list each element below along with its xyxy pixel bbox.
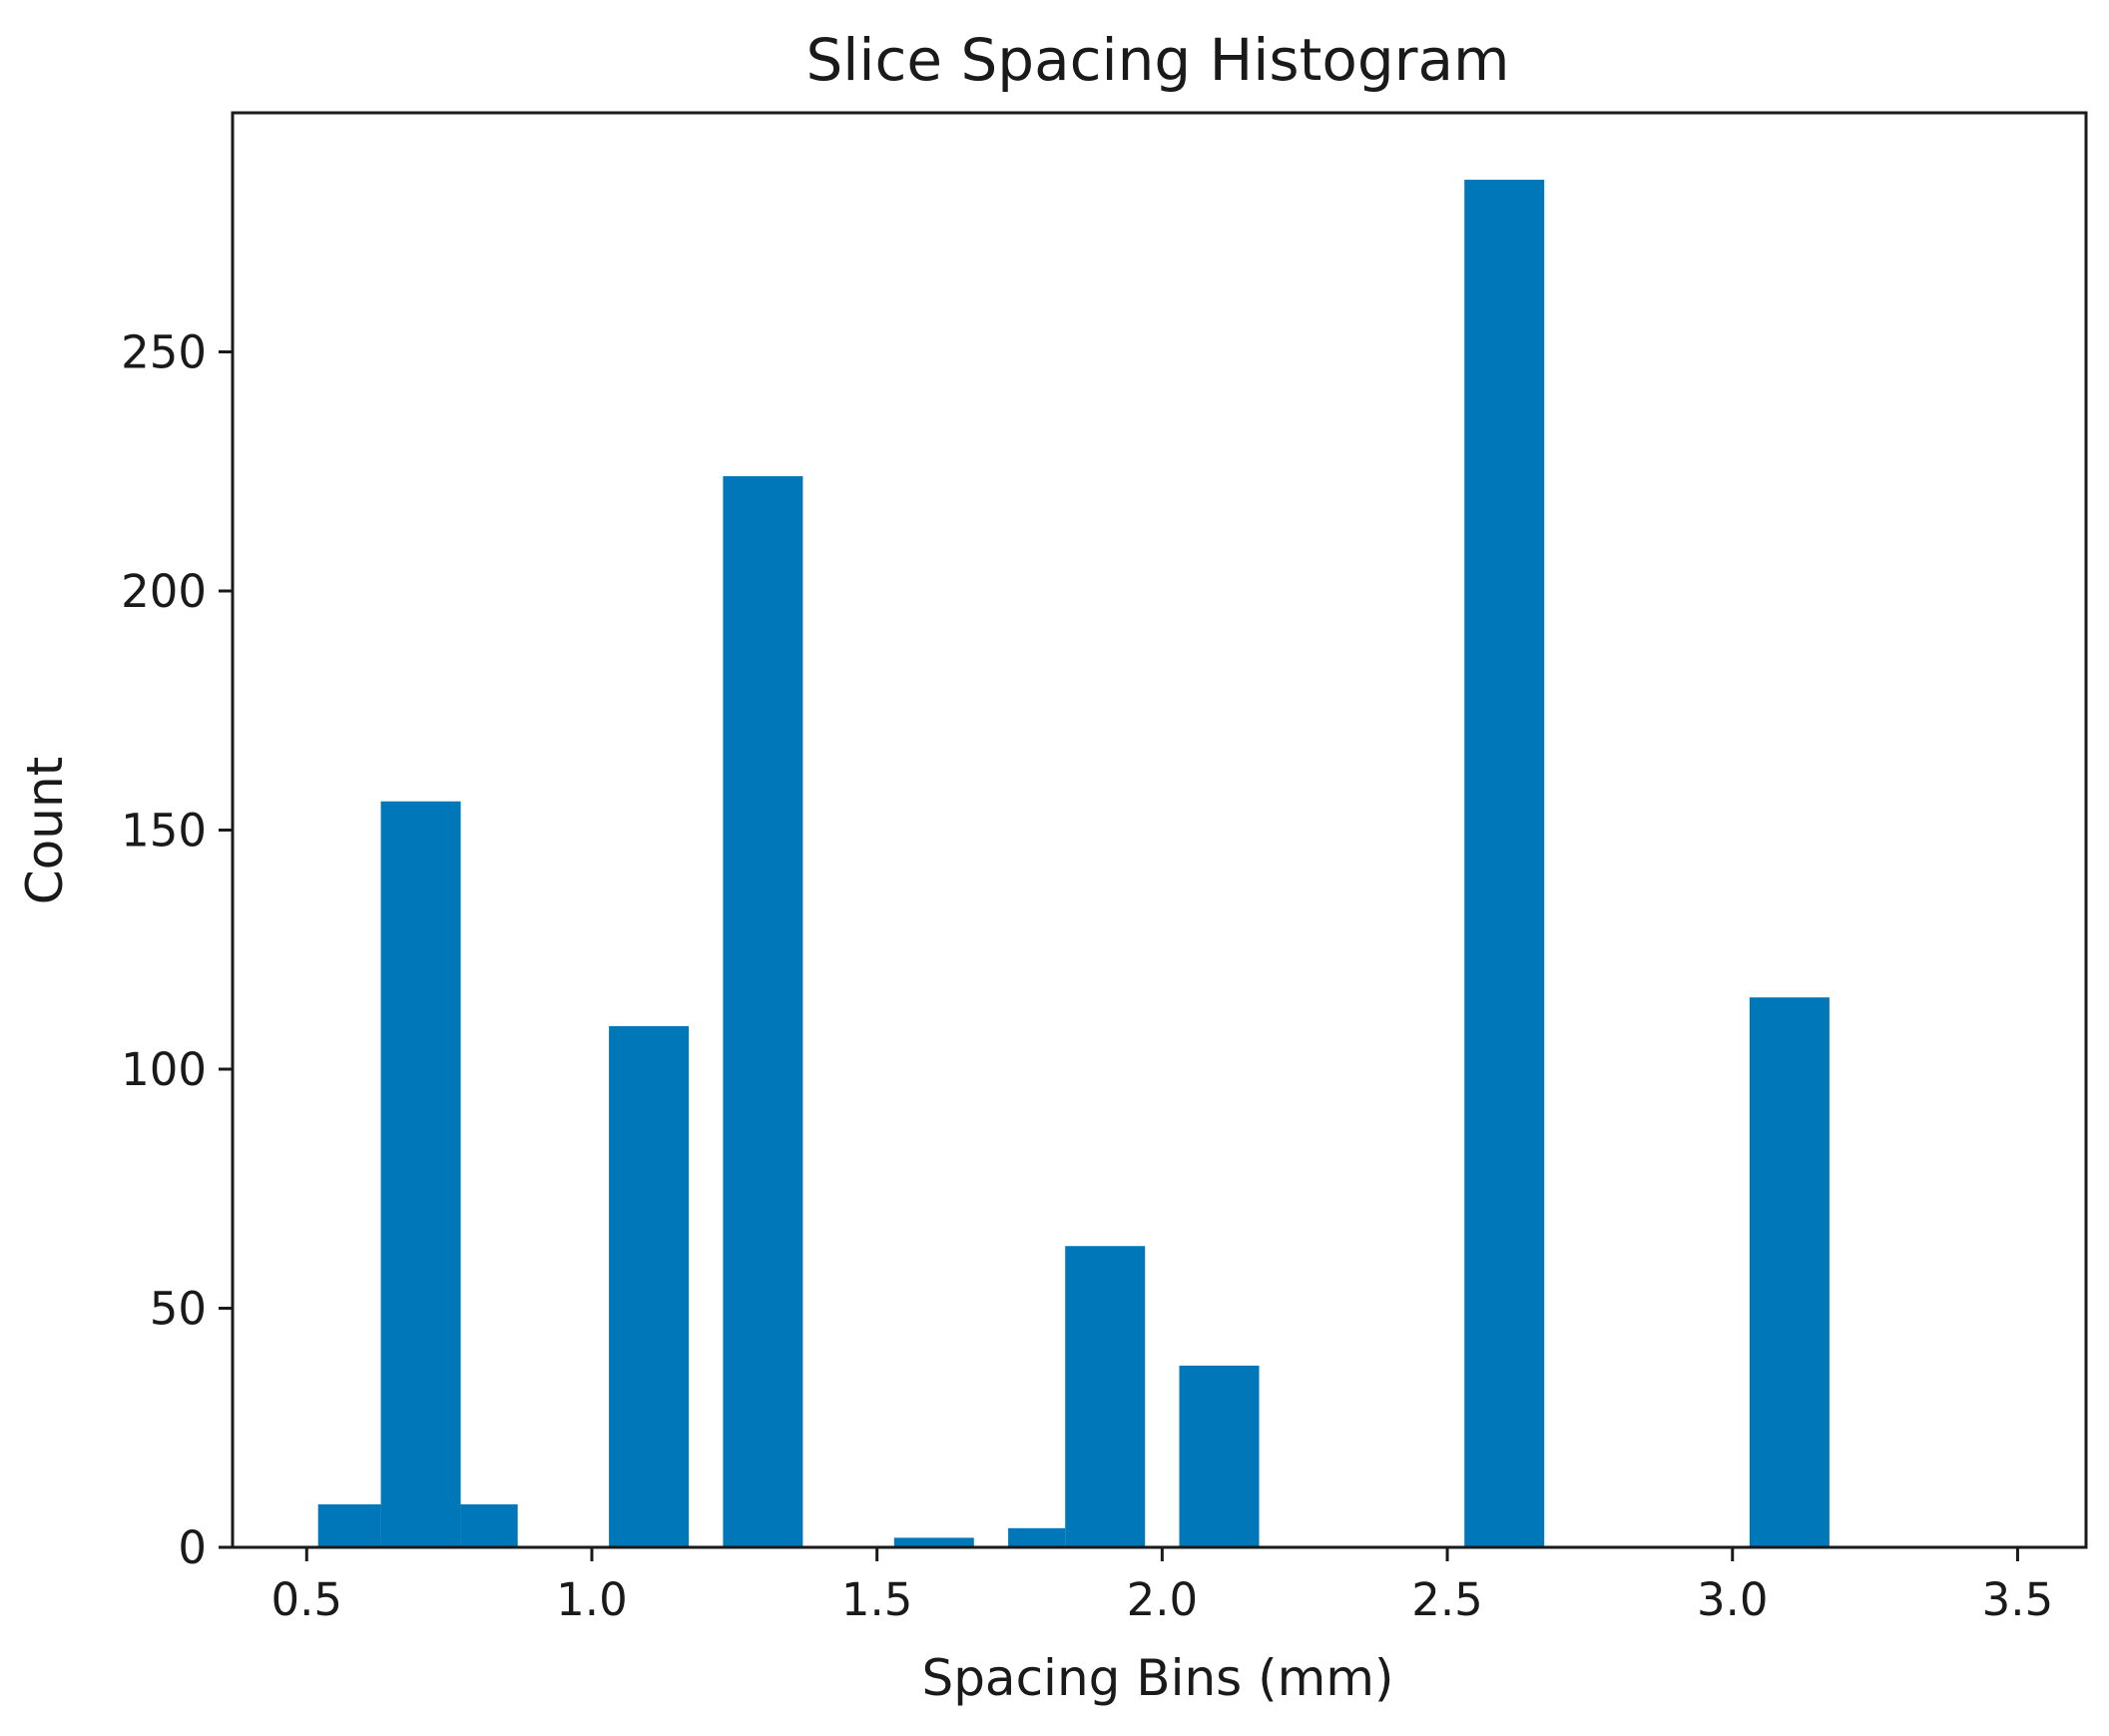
x-tick-label-3: 2.0 [1127,1573,1199,1626]
histogram-bar-7 [1065,1246,1146,1547]
x-axis-ticks: 0.5 1.0 1.5 2.0 2.5 3.0 3.5 [270,1547,2053,1626]
y-axis-label: Count [16,757,74,905]
x-tick-label-0: 0.5 [270,1573,342,1626]
histogram-bar-0 [317,1503,381,1547]
bars-group [317,180,1830,1547]
y-axis-ticks: 0 50 100 150 200 250 [121,326,233,1574]
histogram-bar-10 [1749,997,1830,1547]
x-axis-label: Spacing Bins (mm) [921,1649,1393,1707]
x-tick-label-5: 3.0 [1697,1573,1769,1626]
histogram-bar-5 [893,1537,974,1547]
y-tick-label-1: 50 [150,1283,207,1336]
plot-frame [231,111,2088,1549]
x-tick-label-6: 3.5 [1982,1573,2054,1626]
histogram-bar-4 [723,476,803,1547]
x-tick-label-1: 1.0 [556,1573,628,1626]
histogram-bar-9 [1464,180,1545,1547]
chart-title: Slice Spacing Histogram [805,26,1509,94]
y-tick-label-0: 0 [178,1521,207,1574]
histogram-bar-1 [380,801,461,1547]
x-tick-label-2: 1.5 [841,1573,913,1626]
y-tick-label-3: 150 [121,805,207,858]
y-tick-label-4: 200 [121,565,207,618]
histogram-bar-8 [1179,1365,1260,1547]
x-tick-label-4: 2.5 [1411,1573,1483,1626]
y-tick-label-5: 250 [121,326,207,379]
histogram-bar-2 [460,1503,518,1547]
y-tick-label-2: 100 [121,1043,207,1096]
histogram-bar-6 [1008,1527,1066,1547]
histogram-bar-3 [609,1025,690,1547]
